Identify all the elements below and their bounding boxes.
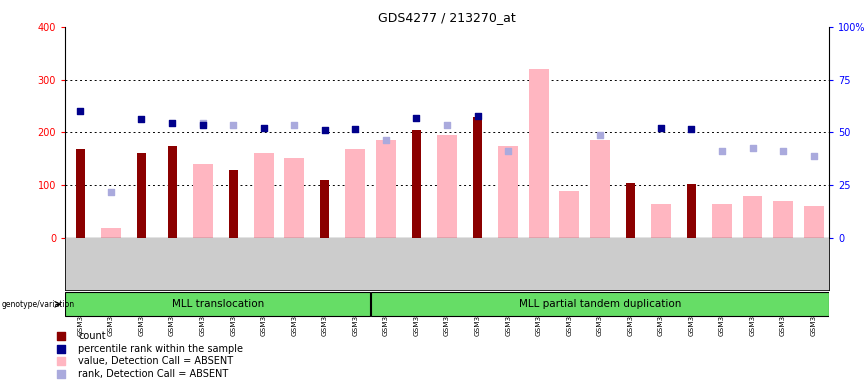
Point xyxy=(227,121,240,127)
Point xyxy=(806,153,820,159)
Point xyxy=(593,132,607,138)
Text: MLL partial tandem duplication: MLL partial tandem duplication xyxy=(518,299,681,310)
Point xyxy=(135,116,148,122)
Bar xyxy=(529,69,549,238)
Bar xyxy=(345,149,365,238)
Bar xyxy=(376,141,396,238)
Bar xyxy=(137,152,146,238)
Point xyxy=(776,148,790,154)
Bar xyxy=(285,158,304,238)
Bar xyxy=(101,227,121,238)
Text: count: count xyxy=(78,331,106,341)
Bar xyxy=(168,146,176,238)
Point xyxy=(348,126,362,132)
Point xyxy=(685,126,699,132)
Text: value, Detection Call = ABSENT: value, Detection Call = ABSENT xyxy=(78,356,233,366)
Bar xyxy=(76,149,85,238)
Point xyxy=(501,148,515,154)
Point xyxy=(287,121,301,127)
Bar xyxy=(712,204,732,238)
Bar xyxy=(804,207,824,238)
Bar xyxy=(773,201,793,238)
Point xyxy=(654,125,667,131)
Point xyxy=(165,120,179,126)
Point xyxy=(54,333,68,339)
Point xyxy=(318,127,332,133)
Point xyxy=(746,145,760,151)
Point xyxy=(195,121,209,127)
Point xyxy=(715,148,729,154)
Point xyxy=(379,137,393,144)
Bar xyxy=(743,196,762,238)
Text: rank, Detection Call = ABSENT: rank, Detection Call = ABSENT xyxy=(78,369,228,379)
Bar xyxy=(193,164,213,238)
Point xyxy=(54,358,68,364)
Bar xyxy=(228,170,238,238)
Point xyxy=(410,114,424,121)
FancyBboxPatch shape xyxy=(65,292,371,316)
Point xyxy=(104,189,118,195)
Bar xyxy=(253,152,273,238)
Point xyxy=(470,113,484,119)
Point xyxy=(54,346,68,352)
FancyBboxPatch shape xyxy=(371,292,829,316)
Bar xyxy=(651,204,671,238)
Bar xyxy=(626,183,635,238)
Bar xyxy=(437,135,457,238)
Bar xyxy=(473,117,482,238)
Point xyxy=(195,120,209,126)
Point xyxy=(54,371,68,377)
Bar xyxy=(687,184,696,238)
Bar xyxy=(590,141,609,238)
Bar xyxy=(412,130,421,238)
Text: percentile rank within the sample: percentile rank within the sample xyxy=(78,344,243,354)
Point xyxy=(257,125,271,131)
Bar xyxy=(498,146,518,238)
Text: MLL translocation: MLL translocation xyxy=(172,299,264,310)
Point xyxy=(74,108,88,114)
Point xyxy=(440,121,454,127)
Bar xyxy=(320,180,329,238)
Text: genotype/variation: genotype/variation xyxy=(1,300,75,309)
Bar xyxy=(559,190,579,238)
Title: GDS4277 / 213270_at: GDS4277 / 213270_at xyxy=(378,11,516,24)
